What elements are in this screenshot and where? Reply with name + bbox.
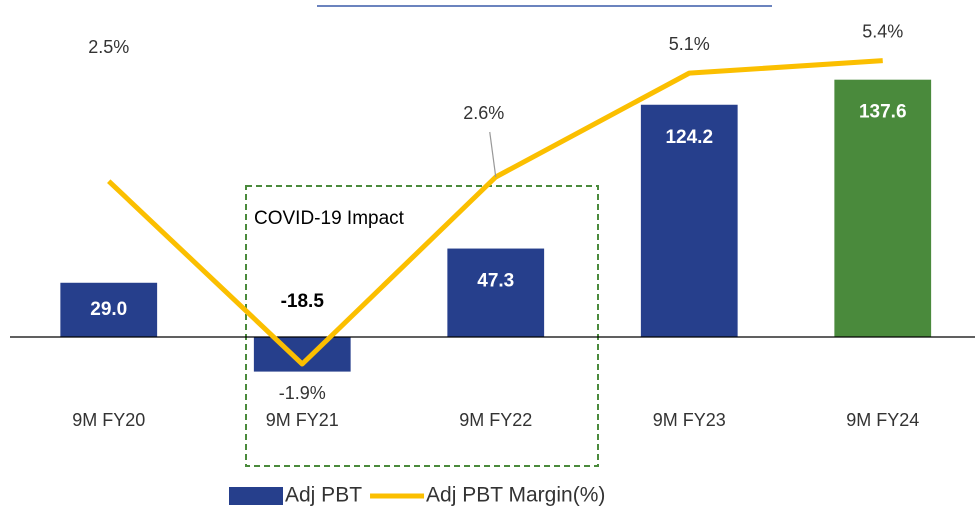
x-tick-label: 9M FY22 [459,410,532,430]
annotation-box [245,185,599,467]
bar [60,282,158,337]
data-label: 29.0 [90,299,127,320]
data-label: 5.4% [862,21,903,41]
data-label: -18.5 [281,291,325,312]
data-label: 2.6% [463,103,504,123]
bar [640,104,738,337]
legend-swatch [229,487,283,505]
x-tick-label: 9M FY20 [72,410,145,430]
x-tick-label: 9M FY24 [846,410,919,430]
annotation: COVID-19 Impact [254,208,405,229]
legend-label: Adj PBT [285,484,362,507]
leader-line [489,131,497,178]
bar [447,248,545,337]
data-label: 2.5% [88,37,129,57]
data-label: 137.6 [859,102,907,123]
legend-label: Adj PBT Margin(%) [426,484,605,507]
bar [834,79,932,338]
data-label: 47.3 [477,271,514,292]
x-tick-label: 9M FY23 [653,410,726,430]
x-tick-label: 9M FY21 [266,410,339,430]
data-label: 124.2 [665,127,713,148]
data-label: -1.9% [279,383,326,403]
data-label: 5.1% [669,34,710,54]
